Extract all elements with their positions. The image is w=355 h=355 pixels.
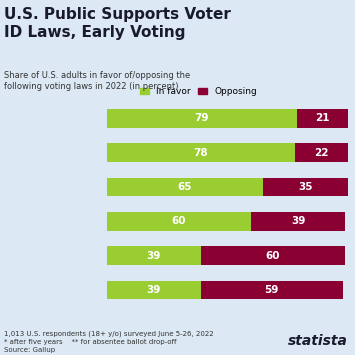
Bar — [106, 143, 295, 162]
Text: 78: 78 — [193, 148, 208, 158]
Text: 60: 60 — [266, 251, 280, 261]
Bar — [106, 178, 263, 196]
Bar — [106, 109, 297, 128]
Bar — [263, 178, 348, 196]
Text: Share of U.S. adults in favor of/opposing the
following voting laws in 2022 (in : Share of U.S. adults in favor of/opposin… — [4, 71, 190, 91]
Text: 1,013 U.S. respondents (18+ y/o) surveyed June 5-26, 2022
* after five years    : 1,013 U.S. respondents (18+ y/o) surveye… — [4, 330, 213, 353]
Text: 39: 39 — [146, 251, 161, 261]
Text: statista: statista — [288, 334, 348, 348]
Text: 22: 22 — [314, 148, 329, 158]
Bar — [295, 143, 348, 162]
Bar — [106, 280, 201, 299]
Legend: In favor, Opposing: In favor, Opposing — [140, 87, 257, 96]
Bar — [106, 212, 251, 231]
Text: 65: 65 — [178, 182, 192, 192]
Text: 39: 39 — [146, 285, 161, 295]
Text: 60: 60 — [172, 216, 186, 226]
Bar — [251, 212, 345, 231]
Text: U.S. Public Supports Voter
ID Laws, Early Voting: U.S. Public Supports Voter ID Laws, Earl… — [4, 7, 230, 39]
Text: 35: 35 — [299, 182, 313, 192]
Text: 59: 59 — [265, 285, 279, 295]
Text: 79: 79 — [195, 113, 209, 123]
Text: 21: 21 — [315, 113, 330, 123]
Bar — [297, 109, 348, 128]
Bar — [201, 246, 345, 265]
Bar — [106, 246, 201, 265]
Bar — [201, 280, 343, 299]
Text: 39: 39 — [291, 216, 306, 226]
